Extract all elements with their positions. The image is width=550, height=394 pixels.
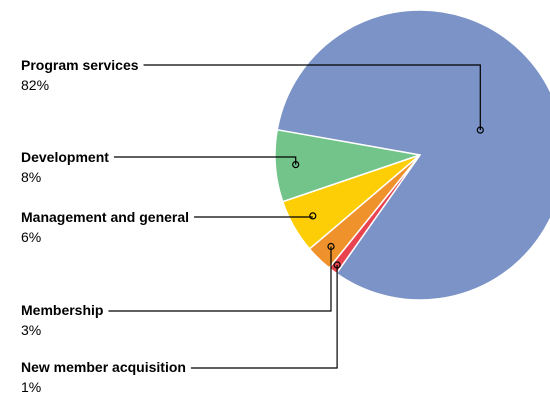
leader-line-development <box>113 156 297 165</box>
leader-dot-new-member-acquisition <box>333 261 341 269</box>
value-membership: 3% <box>21 322 41 338</box>
label-membership: Membership <box>21 302 103 318</box>
value-program-services: 82% <box>21 77 49 93</box>
value-development: 8% <box>21 169 41 185</box>
leader-lines <box>108 64 484 369</box>
slice-new-member-acquisition <box>328 154 421 275</box>
label-program-services: Program services <box>21 57 139 73</box>
slice-program-services <box>276 9 550 301</box>
leader-line-program-services <box>143 64 481 131</box>
leader-dot-program-services <box>476 126 484 134</box>
leader-line-membership <box>108 246 332 312</box>
label-management-and-general: Management and general <box>21 209 189 225</box>
label-new-member-acquisition: New member acquisition <box>21 359 186 375</box>
value-management-and-general: 6% <box>21 229 41 245</box>
slice-labels: Program services 82% Development 8% Manageme… <box>21 57 189 394</box>
leader-dot-membership <box>327 242 335 251</box>
label-development: Development <box>21 149 109 165</box>
leader-dot-development <box>292 161 300 169</box>
pie-slices <box>274 9 550 301</box>
value-new-member-acquisition: 1% <box>21 379 41 394</box>
leader-dot-management-and-general <box>309 212 317 220</box>
leader-line-new-member-acquisition <box>190 265 338 369</box>
